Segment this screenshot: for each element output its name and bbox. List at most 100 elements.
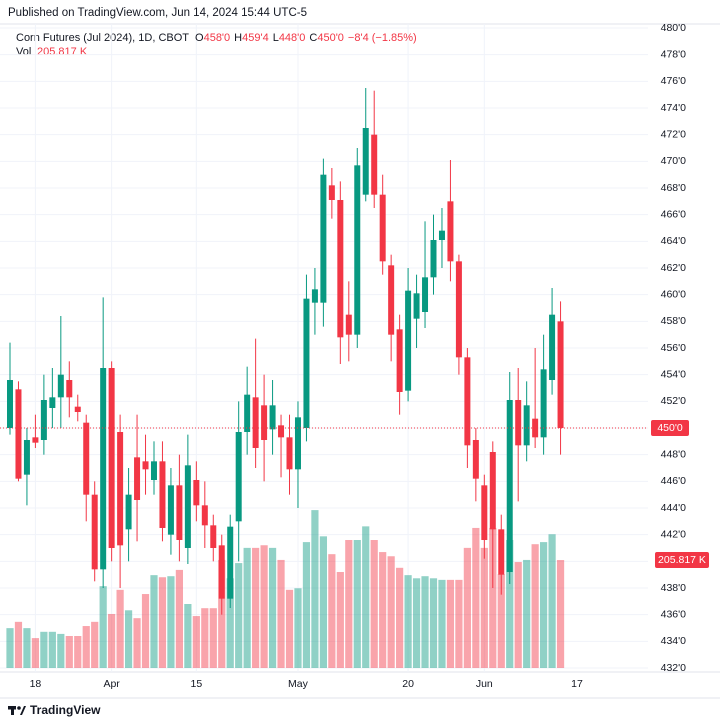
volume-bar: [209, 608, 217, 668]
volume-bar: [40, 631, 48, 668]
candle-body: [498, 529, 505, 575]
volume-label: 205.817 K: [658, 554, 706, 566]
candle-body: [108, 368, 115, 548]
volume-bar: [438, 579, 446, 668]
volume-bar: [65, 636, 73, 668]
volume-bar: [489, 527, 497, 668]
volume-bar: [243, 547, 251, 668]
volume-bar: [133, 618, 141, 668]
candle-body: [167, 485, 174, 535]
candle-body: [362, 128, 369, 195]
candle-body: [193, 480, 200, 506]
y-tick-label: 454'0: [661, 368, 687, 380]
y-tick-label: 460'0: [661, 288, 687, 300]
legend-key: O: [195, 32, 204, 44]
candle-body: [74, 406, 81, 412]
x-tick-label: May: [288, 678, 309, 690]
volume-bar: [124, 610, 133, 668]
candle-body: [210, 525, 217, 548]
candle-body: [134, 457, 141, 500]
candle-body: [66, 380, 73, 398]
candle-body: [379, 194, 386, 262]
volume-bar: [472, 527, 480, 668]
candle-body: [201, 505, 208, 526]
candle-body: [354, 165, 361, 335]
candle-body: [91, 494, 98, 570]
last-price-box: [651, 420, 689, 436]
volume-bar: [82, 626, 90, 668]
candle-body: [515, 400, 522, 446]
y-tick-label: 462'0: [661, 262, 687, 274]
y-tick-label: 448'0: [661, 448, 687, 460]
tv-logo: [8, 706, 26, 715]
candle-body: [235, 432, 242, 522]
volume-bar: [184, 604, 192, 668]
candle-body: [252, 397, 259, 448]
volume-bar: [379, 552, 387, 668]
volume-bar: [463, 547, 471, 668]
candle-body: [176, 485, 183, 540]
candle-body: [337, 200, 344, 338]
volume-bar: [6, 628, 14, 668]
candle-body: [532, 418, 539, 438]
legend-value: 459'4: [242, 32, 269, 44]
candle-body: [447, 201, 454, 262]
candle-body: [371, 134, 378, 195]
candle-body: [23, 440, 30, 475]
candle-body: [549, 314, 556, 380]
volume-bar: [268, 547, 277, 668]
legend-key: H: [234, 32, 242, 44]
candle-body: [218, 545, 225, 599]
candle-body: [506, 400, 513, 572]
y-tick-label: 444'0: [661, 502, 687, 514]
candle-body: [413, 293, 420, 319]
candle-body: [125, 494, 132, 530]
volume-bar: [497, 574, 505, 668]
y-tick-label: 464'0: [661, 235, 687, 247]
y-tick-label: 470'0: [661, 155, 687, 167]
volume-bar: [548, 534, 556, 668]
volume-bar: [57, 633, 65, 668]
y-tick-label: 474'0: [661, 102, 687, 114]
volume-bar: [252, 547, 260, 668]
candle-body: [311, 289, 318, 303]
candle-body: [438, 230, 445, 240]
volume-bar: [226, 578, 234, 668]
candle-body: [40, 400, 47, 440]
volume-bar: [319, 536, 327, 668]
volume-bar: [141, 594, 150, 668]
candle-body: [269, 405, 276, 430]
candle-body: [57, 374, 64, 398]
volume-bar: [311, 510, 319, 668]
volume-bar: [167, 576, 175, 668]
candle-body: [227, 526, 234, 599]
volume-bar: [455, 579, 463, 668]
volume-bar: [235, 563, 243, 668]
volume-bar: [192, 616, 200, 668]
candle-body: [557, 321, 564, 428]
volume-bar: [108, 613, 116, 668]
volume-bar: [429, 578, 438, 668]
volume-label-box: [655, 552, 709, 569]
candle-body: [489, 452, 496, 530]
volume-bar: [396, 567, 404, 668]
candle-body: [83, 422, 90, 495]
candle-body: [49, 397, 56, 408]
candle-body: [303, 298, 310, 428]
candle-body: [286, 437, 293, 470]
candle-body: [142, 461, 149, 470]
volume-bar: [285, 589, 294, 668]
candle-body: [278, 425, 285, 438]
volume-bar: [506, 540, 514, 668]
candle-body: [294, 417, 301, 470]
y-tick-label: 442'0: [661, 528, 687, 540]
volume-bar: [353, 540, 361, 668]
candle-body: [405, 290, 412, 391]
volume-bar: [116, 589, 124, 668]
volume-bar: [294, 588, 302, 668]
candle-body: [7, 380, 13, 428]
volume-bar: [48, 631, 56, 668]
x-tick-label: Apr: [103, 678, 120, 690]
volume-bar: [201, 608, 209, 668]
x-tick-label: Jun: [476, 678, 493, 690]
